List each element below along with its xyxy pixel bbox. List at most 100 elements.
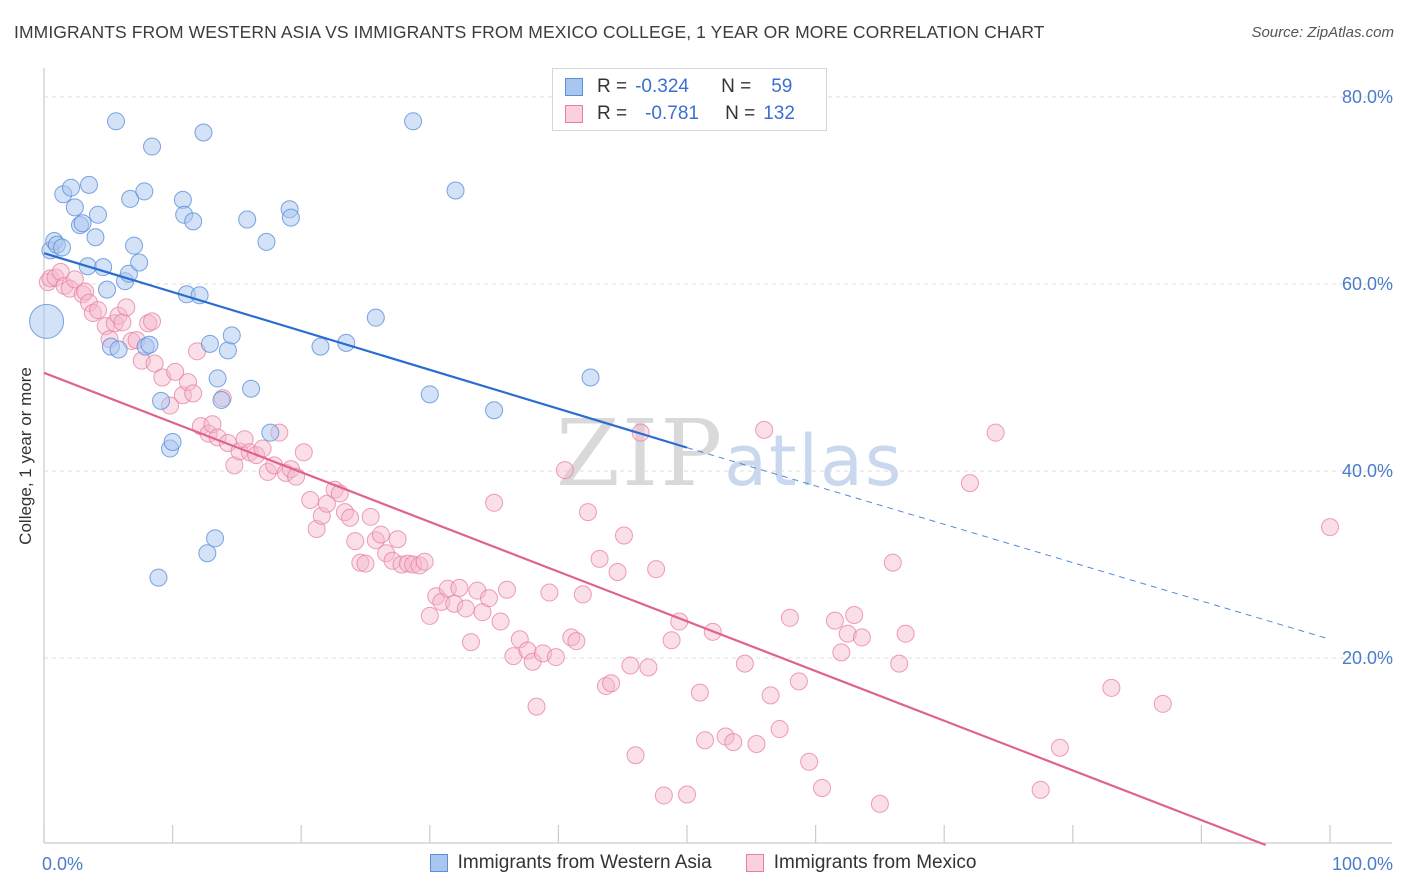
point-mexico (639, 658, 658, 677)
point-mexico (166, 362, 185, 381)
watermark-atlas: atlas (724, 420, 904, 502)
point-mexico (404, 555, 423, 574)
point-mexico (341, 508, 360, 527)
point-western-asia (311, 337, 330, 356)
point-mexico (724, 733, 743, 752)
point-mexico (614, 526, 633, 545)
point-mexico (1102, 678, 1121, 697)
point-mexico (41, 269, 60, 288)
point-mexico (838, 624, 857, 643)
point-western-asia (62, 178, 81, 197)
point-mexico (596, 677, 615, 696)
point-mexico (621, 656, 640, 675)
chart-title: IMMIGRANTS FROM WESTERN ASIA VS IMMIGRAN… (14, 22, 1045, 42)
point-mexico (76, 282, 95, 301)
point-mexico (1321, 518, 1339, 537)
point-mexico (51, 262, 70, 281)
point-western-asia (200, 334, 219, 353)
point-mexico (497, 580, 516, 599)
point-mexico (626, 746, 645, 765)
point-mexico (445, 594, 464, 613)
point-mexico (747, 735, 766, 754)
point-mexico (225, 456, 244, 475)
legend-swatch-pink (745, 854, 764, 872)
point-mexico (1153, 694, 1172, 713)
point-mexico (789, 672, 808, 691)
point-mexico (294, 443, 313, 462)
point-mexico (896, 624, 915, 643)
point-mexico (317, 494, 336, 513)
point-western-asia (130, 253, 149, 272)
legend-label-mexico: Immigrants from Mexico (773, 852, 977, 873)
series-mexico-points (38, 262, 1339, 813)
point-mexico (690, 683, 709, 702)
point-mexico (800, 752, 819, 771)
point-western-asia (222, 326, 241, 345)
point-western-asia (121, 189, 140, 208)
legend-swatch-blue (429, 854, 448, 872)
point-mexico (602, 674, 621, 693)
point-mexico (870, 794, 889, 813)
legend-r-label: R = (597, 103, 628, 124)
point-western-asia (29, 303, 65, 339)
legend-r-value: -0.324 (635, 76, 689, 97)
point-western-asia (152, 391, 171, 410)
point-mexico (813, 778, 832, 797)
y-tick-label: 80.0% (1342, 87, 1393, 107)
point-mexico (65, 270, 84, 289)
point-western-asia (366, 308, 385, 327)
point-mexico (312, 506, 331, 525)
legend-row-western-asia: R = -0.324 N = 59 (565, 75, 792, 99)
point-mexico (485, 493, 504, 512)
point-mexico (1050, 738, 1069, 757)
point-western-asia (581, 368, 600, 387)
legend-swatch-pink (565, 105, 583, 123)
trend-line-western-asia (43, 252, 688, 449)
y-tick-label: 40.0% (1342, 461, 1393, 481)
point-mexico (301, 490, 320, 509)
point-mexico (456, 599, 475, 618)
point-western-asia (80, 175, 99, 194)
legend-n-value: 132 (763, 103, 795, 124)
point-mexico (761, 686, 780, 705)
watermark: ZIPatlas (556, 400, 903, 507)
trend-lines (43, 252, 1331, 847)
point-western-asia (212, 390, 231, 409)
y-tick-label: 60.0% (1342, 274, 1393, 294)
point-western-asia (173, 190, 192, 209)
legend-item-mexico: Immigrants from Mexico (745, 852, 977, 874)
point-mexico (546, 648, 565, 667)
legend-box: R = -0.324 N = 59 R = -0.781 N = 132 (552, 68, 827, 131)
point-mexico (567, 632, 586, 651)
point-western-asia (218, 341, 237, 360)
point-mexico (388, 530, 407, 549)
legend-item-western-asia: Immigrants from Western Asia (429, 852, 712, 874)
point-western-asia (73, 214, 92, 233)
point-western-asia (281, 208, 300, 227)
point-mexico (590, 549, 609, 568)
point-mexico (89, 301, 108, 320)
legend-n-label: N = (721, 76, 752, 97)
point-mexico (491, 612, 510, 631)
point-mexico (83, 303, 102, 322)
point-western-asia (238, 210, 257, 229)
point-mexico (420, 606, 439, 625)
x-tick-label: 100.0% (1332, 854, 1393, 874)
gridlines (44, 96, 1392, 659)
point-western-asia (420, 385, 439, 404)
point-mexico (80, 293, 99, 312)
point-mexico (647, 560, 666, 579)
point-mexico (504, 647, 523, 666)
point-mexico (335, 503, 354, 522)
point-mexico (755, 420, 774, 439)
point-mexico (555, 461, 574, 480)
point-western-asia (206, 529, 225, 548)
point-mexico (654, 786, 673, 805)
point-western-asia (86, 228, 105, 247)
point-mexico (377, 544, 396, 563)
point-mexico (890, 654, 909, 673)
point-mexico (852, 628, 871, 647)
point-mexico (518, 641, 537, 660)
point-western-asia (53, 238, 72, 257)
point-mexico (540, 583, 559, 602)
